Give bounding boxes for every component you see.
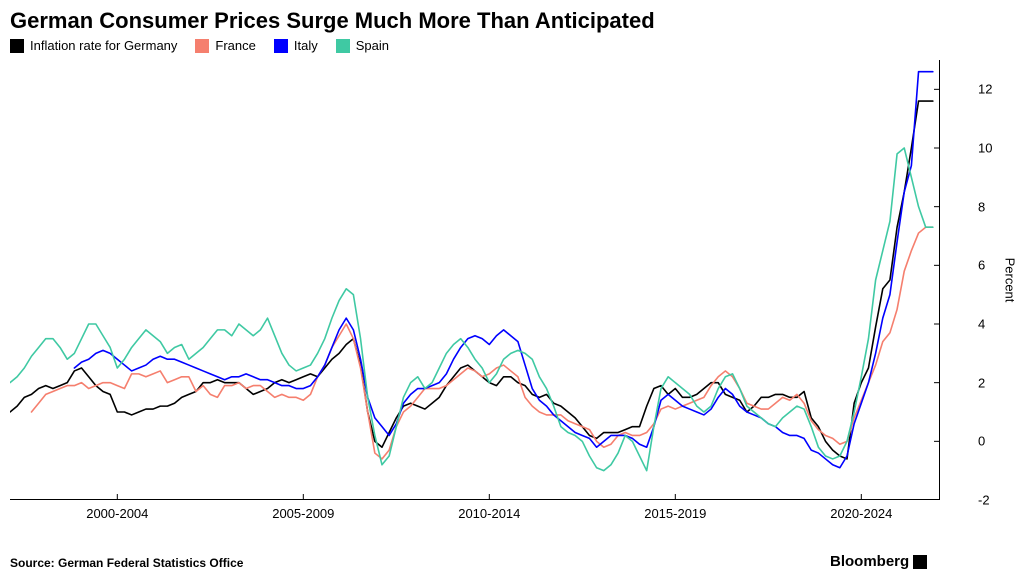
legend: Inflation rate for Germany France Italy Spa… xyxy=(10,38,389,53)
ytick-label: -2 xyxy=(978,493,990,508)
chart-area: 2000-2004 2005-2009 2010-2014 2015-2019 2020… xyxy=(10,60,970,520)
legend-item: Italy xyxy=(274,38,318,53)
legend-label: Italy xyxy=(294,38,318,53)
legend-swatch xyxy=(195,39,209,53)
xtick-label: 2010-2014 xyxy=(458,506,520,521)
legend-label: Spain xyxy=(356,38,389,53)
xtick-label: 2015-2019 xyxy=(644,506,706,521)
y-axis-label: Percent xyxy=(1003,258,1018,303)
legend-item: Spain xyxy=(336,38,389,53)
legend-label: Inflation rate for Germany xyxy=(30,38,177,53)
brand-label: Bloomberg xyxy=(830,553,927,570)
y-axis-side: -2 0 2 4 6 8 10 12 Percent xyxy=(970,60,1024,520)
legend-swatch xyxy=(10,39,24,53)
xtick-label: 2020-2024 xyxy=(830,506,892,521)
ytick-label: 0 xyxy=(978,434,985,449)
legend-swatch xyxy=(274,39,288,53)
chart-title: German Consumer Prices Surge Much More T… xyxy=(10,8,655,34)
source-label: Source: German Federal Statistics Office xyxy=(10,556,243,570)
xtick-label: 2000-2004 xyxy=(86,506,148,521)
xtick-label: 2005-2009 xyxy=(272,506,334,521)
ytick-label: 4 xyxy=(978,317,985,332)
brand-icon xyxy=(913,555,927,569)
ytick-label: 6 xyxy=(978,258,985,273)
ytick-label: 12 xyxy=(978,82,992,97)
legend-label: France xyxy=(215,38,255,53)
legend-item: France xyxy=(195,38,255,53)
brand-text: Bloomberg xyxy=(830,553,909,570)
line-chart xyxy=(10,60,940,500)
ytick-label: 8 xyxy=(978,199,985,214)
legend-item: Inflation rate for Germany xyxy=(10,38,177,53)
ytick-label: 2 xyxy=(978,375,985,390)
ytick-label: 10 xyxy=(978,141,992,156)
legend-swatch xyxy=(336,39,350,53)
